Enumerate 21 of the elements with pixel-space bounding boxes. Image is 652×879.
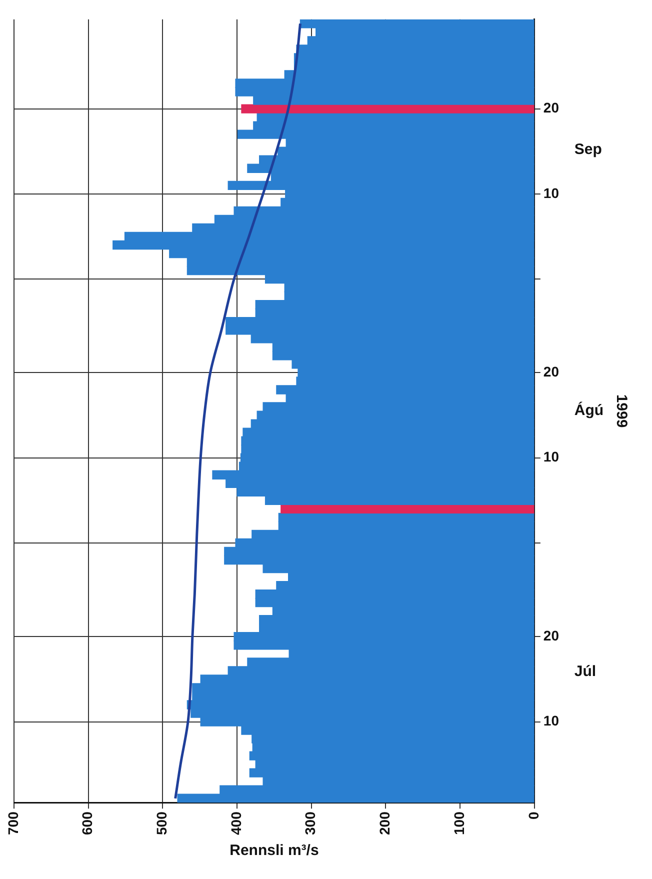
bar [241,104,534,114]
x-tick-label: 500 [154,811,170,835]
x-tick-label: 300 [302,811,318,835]
x-tick-label: 0 [525,811,542,820]
x-tick-label: 200 [376,811,393,835]
y-tick-label: 20 [543,100,560,116]
y-tick-label: 10 [543,448,560,465]
x-tick-label: 400 [228,811,244,835]
y-axis-title: 1999 [612,394,630,428]
x-axis-title: Rennsli m³/s [230,842,319,860]
text: Ágú [574,401,604,420]
y-tick-label: 10 [543,184,560,201]
x-tick-label: 600 [79,811,96,835]
text: Júl [574,663,596,680]
y-tick-label: 20 [543,364,560,380]
bar [280,504,534,514]
y-tick-label: 20 [543,627,560,644]
x-tick-label: 700 [4,811,21,835]
x-tick-label: 100 [450,811,467,835]
y-tick-label: 10 [543,712,560,729]
text: Sep [574,141,602,158]
